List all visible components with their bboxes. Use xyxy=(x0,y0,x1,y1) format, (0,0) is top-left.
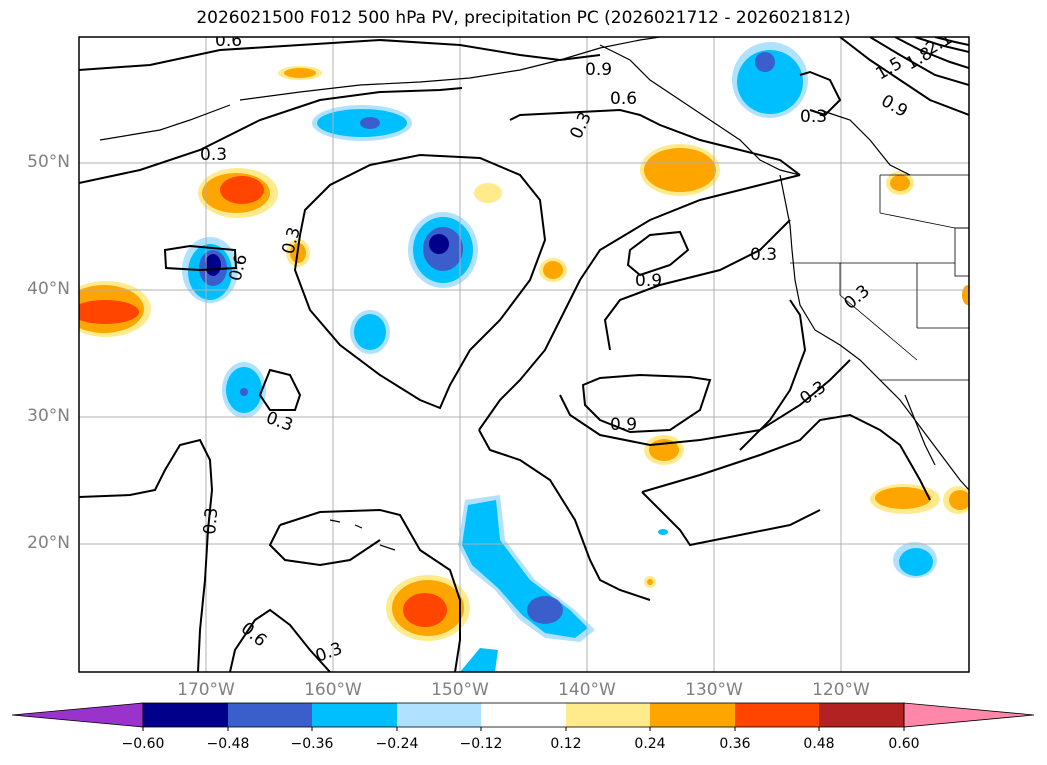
colorbar-swatch xyxy=(143,703,228,727)
lat-label: 40°N xyxy=(27,279,70,299)
colorbar-tick-label: 0.12 xyxy=(550,736,582,752)
colorbar-swatch xyxy=(481,703,566,727)
lon-label: 130°W xyxy=(685,680,743,700)
contour-label: 0.3 xyxy=(313,639,345,667)
colorbar-swatch xyxy=(735,703,819,727)
colorbar-swatch xyxy=(650,703,735,727)
lon-label: 140°W xyxy=(558,680,616,700)
contour-label: 0.3 xyxy=(263,408,295,436)
lat-label: 20°N xyxy=(27,533,70,553)
colorbar-swatch xyxy=(819,703,904,727)
contour-label: 0.3 xyxy=(800,107,827,127)
contour-label: 0.6 xyxy=(237,619,271,652)
contour-label: 0.9 xyxy=(610,415,637,435)
contour-label: 0.3 xyxy=(200,145,227,165)
colorbar xyxy=(11,702,1035,731)
contour-label: 0.6 xyxy=(215,31,242,51)
colorbar-tick-label: −0.48 xyxy=(206,736,250,752)
contour-label: 0.9 xyxy=(585,60,612,80)
lon-label: 150°W xyxy=(431,680,489,700)
colorbar-tick-label: −0.12 xyxy=(459,736,503,752)
colorbar-tick-label: −0.36 xyxy=(290,736,334,752)
contour-label: 0.6 xyxy=(610,89,637,109)
colorbar-tick-label: 0.36 xyxy=(719,736,751,752)
colorbar-swatch xyxy=(397,703,481,727)
map-title: 2026021500 F012 500 hPa PV, precipitatio… xyxy=(196,8,851,28)
colorbar-swatch xyxy=(312,703,397,727)
colorbar-extend-low xyxy=(11,702,144,728)
lon-label: 170°W xyxy=(177,680,235,700)
map-frame xyxy=(78,36,970,673)
contour-label: 0.3 xyxy=(840,281,874,314)
lon-label: 160°W xyxy=(304,680,362,700)
grid-lines xyxy=(79,37,969,672)
lat-label: 50°N xyxy=(27,152,70,172)
colorbar-tick-label: 0.48 xyxy=(803,736,835,752)
contour-label: 0.3 xyxy=(566,109,596,142)
contour-label: 0.3 xyxy=(200,507,222,536)
state-borders xyxy=(790,174,969,381)
colorbar-tick-label: −0.60 xyxy=(121,736,165,752)
colorbar-swatch xyxy=(228,703,312,727)
colorbar-extend-high xyxy=(903,702,1035,728)
colorbar-tick-label: 0.24 xyxy=(634,736,666,752)
lat-label: 30°N xyxy=(27,406,70,426)
contour-label: 0.9 xyxy=(635,271,662,291)
contour-label: 0.3 xyxy=(750,245,777,265)
contour-label: 0.9 xyxy=(878,91,911,122)
pv-contours xyxy=(79,37,969,672)
colorbar-tick-label: 0.60 xyxy=(888,736,920,752)
precip-shading xyxy=(79,42,969,672)
colorbar-swatch xyxy=(566,703,650,727)
coastlines xyxy=(99,37,969,551)
lon-label: 120°W xyxy=(812,680,870,700)
colorbar-tick-label: −0.24 xyxy=(375,736,419,752)
